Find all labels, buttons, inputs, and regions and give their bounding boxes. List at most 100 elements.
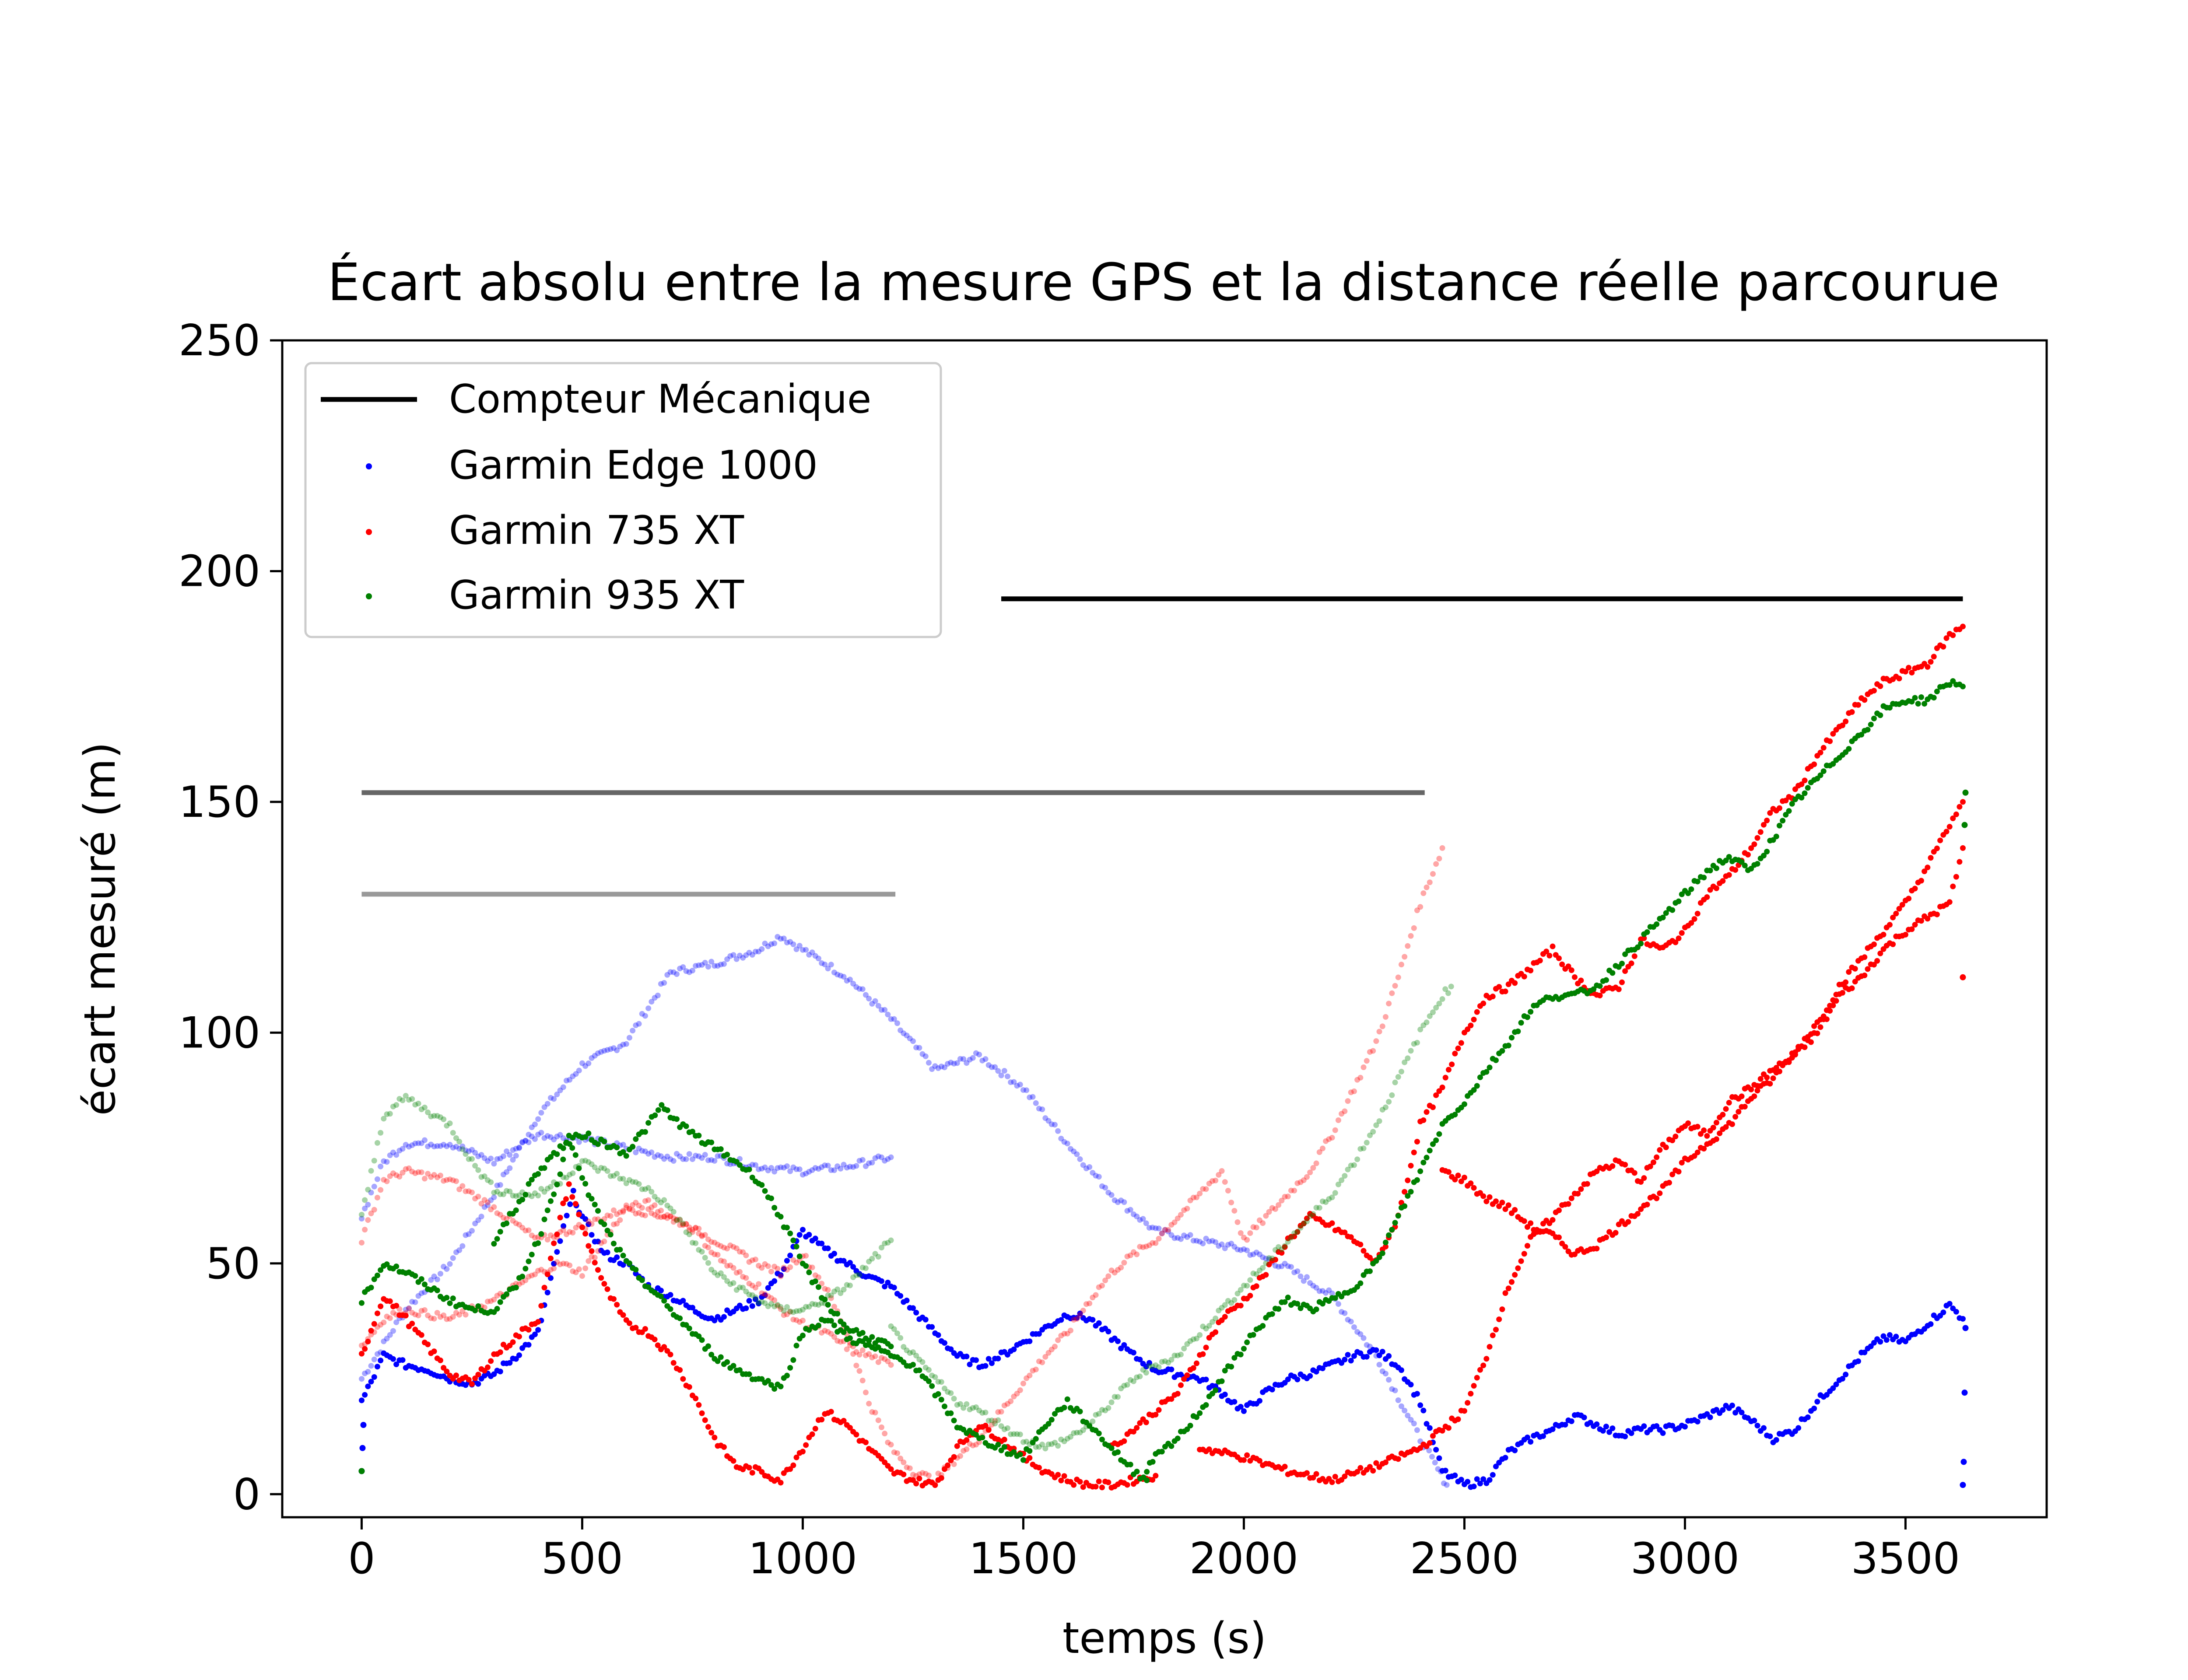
data-point <box>1736 1109 1742 1115</box>
data-point <box>569 1194 575 1200</box>
data-point <box>1282 1244 1288 1250</box>
data-point <box>544 1271 551 1278</box>
data-point <box>504 1291 510 1297</box>
data-point <box>645 1120 652 1126</box>
data-point <box>1694 1149 1701 1155</box>
data-point <box>932 1482 938 1488</box>
data-point <box>620 1209 626 1215</box>
data-point <box>1565 1201 1571 1207</box>
data-point <box>1332 1474 1338 1480</box>
data-point <box>778 1383 784 1390</box>
data-point <box>680 1298 686 1304</box>
data-point <box>1694 910 1701 917</box>
data-point <box>1575 1190 1581 1197</box>
data-point <box>1105 1479 1112 1485</box>
data-point <box>1830 1385 1836 1391</box>
data-point <box>1115 1394 1121 1400</box>
data-point <box>1153 1362 1159 1368</box>
data-point <box>907 1350 913 1356</box>
data-point <box>636 1021 642 1027</box>
data-point <box>1411 925 1417 931</box>
data-point <box>803 1304 809 1310</box>
data-point <box>812 1301 818 1307</box>
data-point <box>1960 1482 1966 1488</box>
data-point <box>475 1381 481 1387</box>
data-point <box>1083 1301 1089 1307</box>
data-point <box>415 1169 421 1175</box>
data-point <box>749 1303 755 1309</box>
data-point <box>784 1225 790 1231</box>
data-point <box>1159 1359 1165 1365</box>
data-point <box>425 1171 431 1177</box>
data-point <box>1105 1190 1112 1196</box>
data-point <box>1077 1156 1083 1162</box>
data-point <box>878 1007 884 1013</box>
data-point <box>806 952 812 958</box>
data-point <box>1811 761 1817 767</box>
data-point <box>589 1254 595 1260</box>
data-point <box>724 1278 730 1284</box>
data-point <box>1209 1178 1215 1184</box>
data-point <box>954 1402 960 1408</box>
data-point <box>919 1051 926 1057</box>
data-point <box>569 1145 575 1151</box>
data-point <box>1055 1472 1061 1478</box>
data-point <box>652 1212 658 1218</box>
data-point <box>415 1100 421 1106</box>
data-point <box>1402 1407 1408 1414</box>
data-point <box>516 1145 522 1151</box>
data-point <box>516 1352 522 1358</box>
data-point <box>1477 1367 1483 1373</box>
data-point <box>765 1293 771 1299</box>
data-point <box>1364 1140 1370 1146</box>
data-point <box>1550 943 1556 949</box>
data-point <box>491 1161 497 1167</box>
data-point <box>746 1465 752 1471</box>
data-point <box>1140 1216 1146 1222</box>
data-point <box>1011 1393 1017 1400</box>
data-point <box>554 1259 560 1265</box>
data-point <box>948 1060 954 1066</box>
data-point <box>598 1240 604 1246</box>
data-point <box>765 1285 771 1291</box>
data-point <box>595 1248 601 1254</box>
data-point <box>1260 1254 1266 1260</box>
data-point <box>869 1409 875 1415</box>
data-point <box>1238 1351 1244 1358</box>
data-point <box>1823 1007 1830 1013</box>
data-point <box>730 952 736 958</box>
data-point <box>595 1168 601 1174</box>
data-point <box>1357 1146 1364 1152</box>
data-point <box>680 964 686 970</box>
data-point <box>1568 967 1574 973</box>
data-point <box>667 1205 673 1211</box>
data-point <box>1754 861 1760 867</box>
data-point <box>1631 1170 1637 1176</box>
data-point <box>456 1186 463 1193</box>
data-point <box>841 1258 847 1264</box>
data-point <box>859 1157 866 1163</box>
data-point <box>560 1156 566 1162</box>
data-point <box>835 1286 841 1292</box>
data-point <box>1474 1375 1480 1381</box>
legend: Compteur Mécanique Garmin Edge 1000 Garm… <box>304 362 942 638</box>
data-point <box>948 1410 954 1416</box>
data-point <box>466 1156 472 1162</box>
data-point <box>819 1417 825 1423</box>
data-point <box>859 986 866 992</box>
data-point <box>1688 920 1694 926</box>
data-point <box>759 1376 765 1382</box>
data-point <box>898 1027 904 1033</box>
data-point <box>859 1347 866 1353</box>
data-point <box>626 1035 632 1041</box>
data-point <box>406 1305 412 1311</box>
data-point <box>1360 1064 1367 1071</box>
data-point <box>381 1320 387 1326</box>
data-point <box>1061 1139 1067 1145</box>
data-point <box>781 1266 787 1272</box>
data-point <box>1445 1169 1452 1175</box>
data-point <box>428 1277 434 1283</box>
data-point <box>1027 1094 1033 1100</box>
data-point <box>491 1241 497 1247</box>
data-point <box>1115 1199 1121 1205</box>
